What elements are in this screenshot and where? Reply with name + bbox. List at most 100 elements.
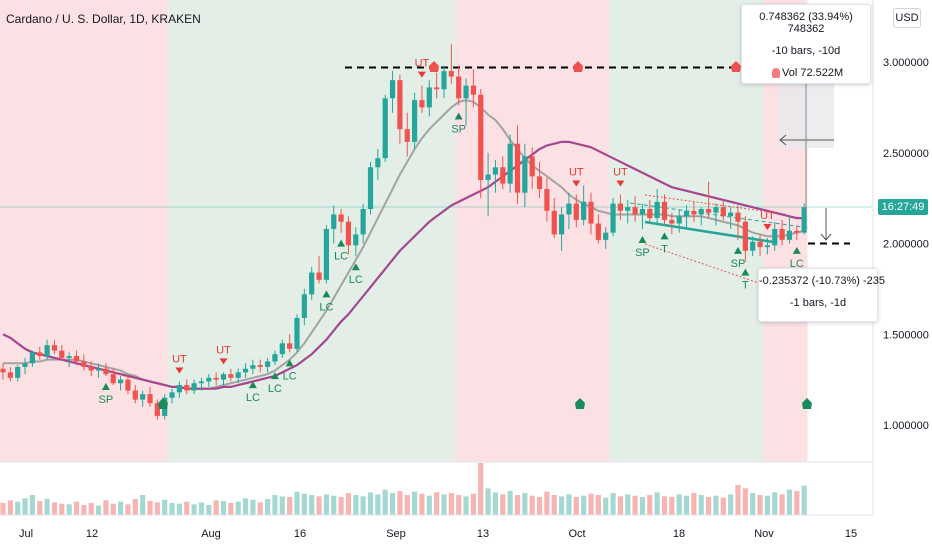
- volume-bar: [22, 498, 28, 515]
- volume-bar: [588, 493, 594, 515]
- volume-bar: [29, 495, 35, 515]
- volume-bar: [669, 497, 675, 515]
- signal-up-arrow: [454, 112, 463, 120]
- volume-bar: [147, 501, 153, 515]
- volume-bar: [698, 495, 704, 515]
- countdown-badge: 16:27:49: [878, 199, 928, 215]
- volume-bar: [118, 501, 124, 515]
- currency-button[interactable]: USD: [893, 8, 921, 28]
- candle-body: [176, 385, 182, 393]
- signal-up-arrow: [792, 246, 801, 254]
- volume-bar: [95, 505, 102, 515]
- candle-body: [566, 203, 572, 215]
- volume-bar: [191, 504, 197, 515]
- volume-bar: [728, 494, 734, 515]
- signal-pentagon-marker: [573, 61, 583, 72]
- candle-body: [801, 207, 807, 233]
- measure-volume: Vol 72.522M: [742, 67, 870, 79]
- volume-bar: [301, 493, 307, 515]
- candle-body: [786, 230, 793, 240]
- volume-bar: [323, 494, 329, 515]
- candle-body: [522, 156, 528, 193]
- candle-body: [389, 80, 396, 99]
- candle-body: [7, 372, 13, 378]
- candle-body: [404, 129, 410, 142]
- measure-change-down: -0.235372 (-10.73%) -235: [759, 275, 885, 287]
- volume-bar: [654, 492, 660, 515]
- volume-bar: [478, 463, 484, 515]
- signal-up-arrow: [101, 382, 110, 390]
- volume-bar: [661, 496, 668, 515]
- volume-bar: [242, 498, 249, 515]
- volume-bar: [492, 492, 499, 515]
- trend-channel-dash: [629, 202, 811, 229]
- volume-bar: [0, 503, 6, 515]
- signal-pentagon-marker: [429, 61, 439, 72]
- signal-down-arrow: [616, 180, 625, 187]
- candle-body: [301, 294, 307, 318]
- signal-pentagon-marker: [575, 398, 585, 409]
- signal-label: LC: [319, 301, 333, 313]
- volume-bar: [375, 494, 381, 515]
- volume-bar: [559, 496, 565, 515]
- signal-down-arrow: [175, 367, 184, 374]
- volume-bar: [235, 501, 241, 515]
- signal-up-arrow: [285, 359, 294, 367]
- volume-bar: [426, 495, 432, 515]
- candle-body: [573, 203, 579, 220]
- candle-body: [507, 143, 513, 184]
- volume-bar: [360, 496, 366, 515]
- volume-bar: [73, 501, 80, 515]
- candle-body: [44, 345, 50, 357]
- volume-bar: [581, 495, 587, 515]
- volume-bar: [44, 499, 50, 515]
- candle-body: [463, 85, 469, 99]
- candle-body: [382, 98, 388, 159]
- volume-bar: [382, 489, 388, 515]
- volume-bar: [735, 485, 741, 515]
- candle-body: [595, 223, 601, 240]
- volume-bar: [647, 495, 653, 515]
- volume-bar: [110, 503, 116, 515]
- candle-body: [206, 377, 212, 382]
- volume-bar: [162, 499, 168, 515]
- candle-body: [15, 366, 21, 378]
- volume-bar: [353, 495, 359, 515]
- candle-body: [676, 216, 682, 224]
- symbol-title[interactable]: Cardano / U. S. Dollar, 1D, KRAKEN: [6, 12, 201, 26]
- moving-average-gray: [3, 99, 805, 390]
- volume-bar: [279, 496, 285, 515]
- volume-bar: [419, 493, 425, 515]
- candle-body: [448, 71, 454, 77]
- volume-bar: [603, 497, 609, 515]
- candle-body: [485, 174, 491, 180]
- volume-bar: [441, 494, 447, 515]
- volume-bar: [683, 495, 690, 515]
- volume-bar: [272, 495, 278, 515]
- volume-bar: [389, 493, 396, 515]
- candle-body: [735, 212, 741, 222]
- candle-body: [617, 203, 623, 211]
- signal-label: LC: [246, 392, 260, 404]
- candle-body: [353, 234, 359, 246]
- time-tick-label: Nov: [754, 528, 774, 540]
- candle-body: [750, 241, 756, 251]
- volume-bar: [617, 496, 623, 515]
- volume-bar: [250, 499, 256, 515]
- signal-label: LC: [349, 274, 363, 286]
- signal-label: SP: [99, 394, 114, 406]
- candle-body: [242, 368, 249, 373]
- candle-body: [544, 189, 550, 211]
- signal-label: UT: [613, 166, 628, 178]
- volume-bar: [794, 491, 800, 515]
- signal-pentagon-marker: [158, 398, 168, 409]
- candle-body: [220, 374, 227, 380]
- candle-body: [720, 207, 726, 217]
- measure-change: 0.748362 (33.94%) 748362: [759, 11, 853, 35]
- candle-body: [529, 156, 535, 177]
- volume-bar: [125, 504, 131, 515]
- price-tick-label: 1.500000: [883, 329, 929, 341]
- candle-body: [706, 209, 712, 213]
